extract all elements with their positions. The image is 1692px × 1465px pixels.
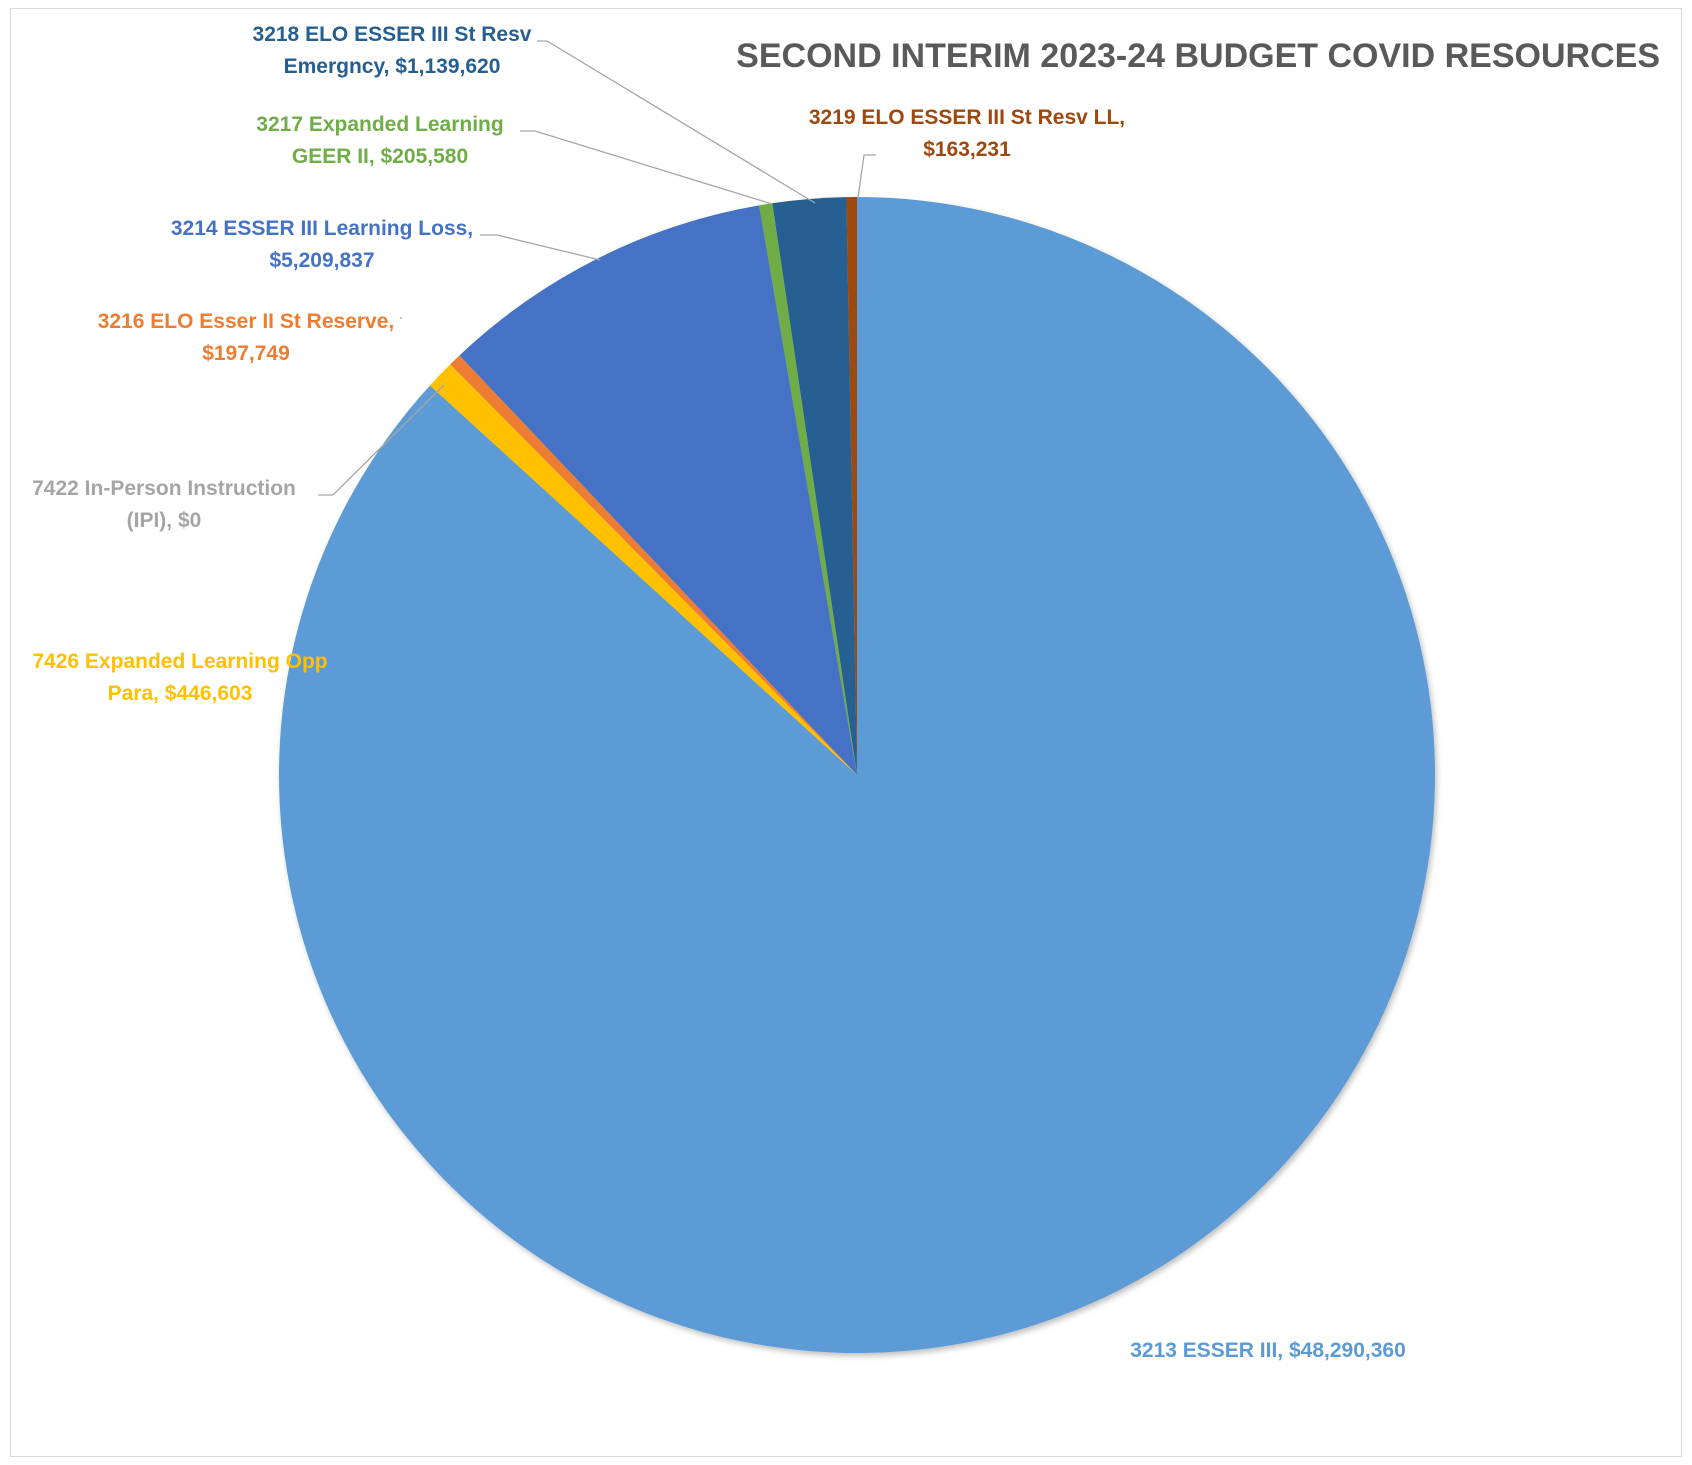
data-label-line: 3216 ELO Esser II St Reserve, <box>98 310 395 333</box>
data-label-line: GEER II, $205,580 <box>292 145 468 168</box>
pie-slice <box>429 364 857 775</box>
leader-line <box>857 154 876 199</box>
pie-slice <box>846 197 857 775</box>
pie-slices <box>278 197 1436 1353</box>
data-label: 7422 In-Person Instruction (IPI), $0 <box>32 477 296 532</box>
data-label-line: Para, $446,603 <box>108 682 253 705</box>
data-label-line: 3218 ELO ESSER III St Resv <box>253 23 532 46</box>
data-label-line: 7422 In-Person Instruction <box>32 477 296 500</box>
data-label-line: 3219 ELO ESSER III St Resv LL, <box>809 106 1125 129</box>
pie-slice <box>759 203 857 776</box>
data-label-line: $5,209,837 <box>269 249 374 272</box>
data-label-line: 3217 Expanded Learning <box>256 113 503 136</box>
data-label: 3213 ESSER III, $48,290,360 <box>1130 1339 1406 1362</box>
data-label-line: 3213 ESSER III, $48,290,360 <box>1130 1339 1406 1362</box>
data-labels: 3213 ESSER III, $48,290,360 7426 Expanded… <box>32 23 1406 1362</box>
data-label: 7426 Expanded Learning Opp Para, $446,603 <box>32 650 327 705</box>
pie-slice <box>459 205 857 775</box>
leader-line <box>537 40 816 204</box>
chart-title: SECOND INTERIM 2023-24 BUDGET COVID RESO… <box>736 37 1660 75</box>
leader-line <box>318 384 445 496</box>
data-label-line: 3214 ESSER III Learning Loss, <box>171 217 473 240</box>
data-label: 3217 Expanded Learning GEER II, $205,580 <box>256 113 503 168</box>
data-label-line: (IPI), $0 <box>127 509 202 532</box>
data-label-line: $197,749 <box>202 342 290 365</box>
data-label-line: $163,231 <box>923 138 1011 161</box>
pie-slice <box>450 355 857 775</box>
leader-lines <box>318 40 876 496</box>
data-label: 3214 ESSER III Learning Loss, $5,209,837 <box>171 217 473 272</box>
leader-line <box>480 234 601 261</box>
leader-line <box>520 130 773 205</box>
data-label: 3216 ELO Esser II St Reserve, $197,749 <box>98 310 395 365</box>
data-label: 3218 ELO ESSER III St Resv Emergncy, $1,1… <box>253 23 532 78</box>
data-label-line: Emergncy, $1,139,620 <box>284 55 501 78</box>
pie-slice <box>772 197 857 775</box>
data-label: 3219 ELO ESSER III St Resv LL, $163,231 <box>809 106 1125 161</box>
data-label-line: 7426 Expanded Learning Opp <box>32 650 327 673</box>
